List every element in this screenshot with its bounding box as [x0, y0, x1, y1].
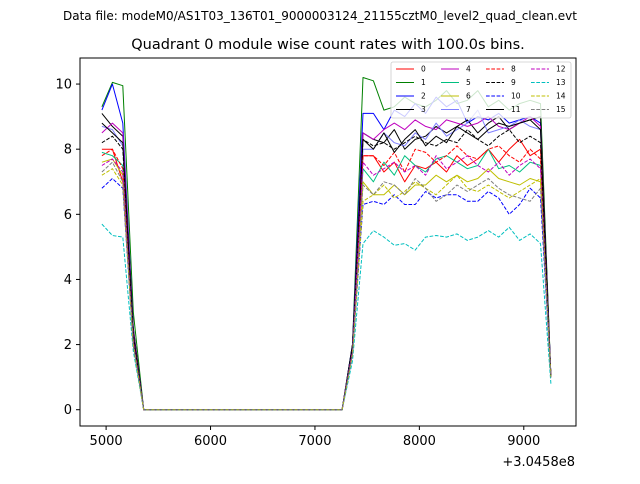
series-line-13 [101, 223, 552, 411]
x-tick-label: 9000 [507, 434, 540, 449]
series-line-11 [101, 119, 552, 411]
y-tick-label: 8 [64, 143, 72, 158]
legend-label-8: 8 [511, 65, 516, 74]
legend-label-1: 1 [421, 78, 426, 87]
legend-label-9: 9 [511, 78, 516, 87]
series-line-0 [101, 138, 552, 411]
series-line-4 [101, 116, 552, 411]
x-tick-label: 5000 [90, 434, 123, 449]
y-tick-label: 4 [64, 273, 72, 288]
legend-label-2: 2 [421, 92, 426, 101]
series-lines [101, 77, 552, 411]
series-line-10 [101, 178, 552, 411]
legend-label-0: 0 [421, 65, 426, 74]
series-line-8 [101, 145, 552, 411]
y-tick-label: 10 [55, 78, 72, 93]
series-line-14 [101, 168, 552, 411]
series-line-9 [101, 129, 552, 411]
legend-label-13: 13 [556, 78, 566, 87]
series-line-12 [101, 155, 552, 411]
plot-area [101, 77, 552, 411]
y-tick-label: 6 [64, 208, 72, 223]
legend-label-12: 12 [556, 65, 566, 74]
legend-label-6: 6 [466, 92, 471, 101]
legend-label-7: 7 [466, 105, 471, 114]
axes-frame [79, 57, 577, 427]
legend-label-14: 14 [556, 92, 566, 101]
x-tick-label: 8000 [403, 434, 436, 449]
series-line-15 [101, 161, 552, 411]
suptitle: Data file: modeM0/AS1T03_136T01_90000031… [63, 9, 577, 23]
legend-label-5: 5 [466, 78, 471, 87]
y-tick-label: 2 [64, 338, 72, 353]
legend-label-15: 15 [556, 105, 566, 114]
series-line-2 [101, 83, 552, 411]
x-tick-label: 7000 [298, 434, 331, 449]
chart-title: Quadrant 0 module wise count rates with … [131, 37, 525, 53]
legend-label-3: 3 [421, 105, 426, 114]
legend-box [390, 61, 572, 119]
series-line-3 [101, 113, 552, 411]
legend-label-4: 4 [466, 65, 471, 74]
legend-label-11: 11 [511, 105, 521, 114]
x-offset-label: +3.0458e8 [502, 455, 575, 470]
y-tick-label: 0 [64, 403, 72, 418]
x-tick-label: 6000 [194, 434, 227, 449]
series-line-7 [101, 109, 552, 411]
legend-label-10: 10 [511, 92, 521, 101]
